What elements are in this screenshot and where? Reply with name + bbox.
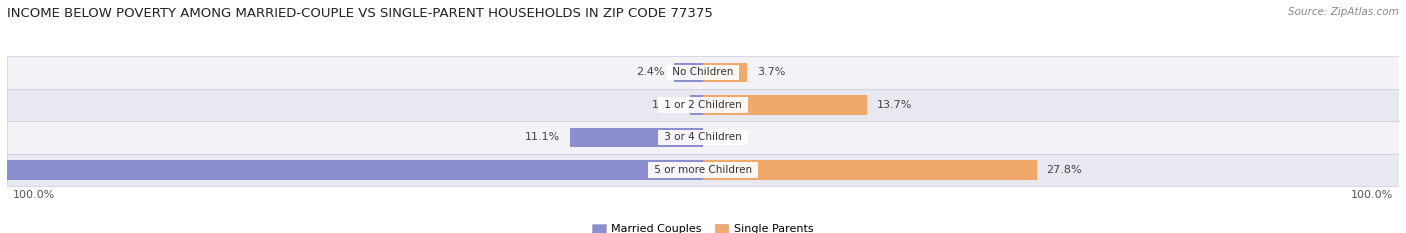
Legend: Married Couples, Single Parents: Married Couples, Single Parents [588,219,818,233]
Bar [703,95,868,115]
Bar [7,56,1399,89]
Text: 13.7%: 13.7% [877,100,912,110]
Bar [0,160,703,180]
Text: 0.0%: 0.0% [713,132,741,142]
Bar [703,160,1036,180]
Text: 1 or 2 Children: 1 or 2 Children [661,100,745,110]
Text: Source: ZipAtlas.com: Source: ZipAtlas.com [1288,7,1399,17]
Bar [690,95,703,115]
Bar [703,63,748,82]
Bar [7,121,1399,154]
Bar [7,154,1399,186]
Text: 11.1%: 11.1% [524,132,560,142]
Text: 27.8%: 27.8% [1046,165,1081,175]
Text: No Children: No Children [669,67,737,77]
Bar [7,89,1399,121]
Text: 100.0%: 100.0% [13,190,55,200]
Text: 2.4%: 2.4% [636,67,665,77]
Bar [569,128,703,147]
Text: 1.1%: 1.1% [652,100,681,110]
Text: 3 or 4 Children: 3 or 4 Children [661,132,745,142]
Text: 5 or more Children: 5 or more Children [651,165,755,175]
Text: 3.7%: 3.7% [756,67,786,77]
Bar [675,63,703,82]
Text: 100.0%: 100.0% [1351,190,1393,200]
Text: INCOME BELOW POVERTY AMONG MARRIED-COUPLE VS SINGLE-PARENT HOUSEHOLDS IN ZIP COD: INCOME BELOW POVERTY AMONG MARRIED-COUPL… [7,7,713,20]
